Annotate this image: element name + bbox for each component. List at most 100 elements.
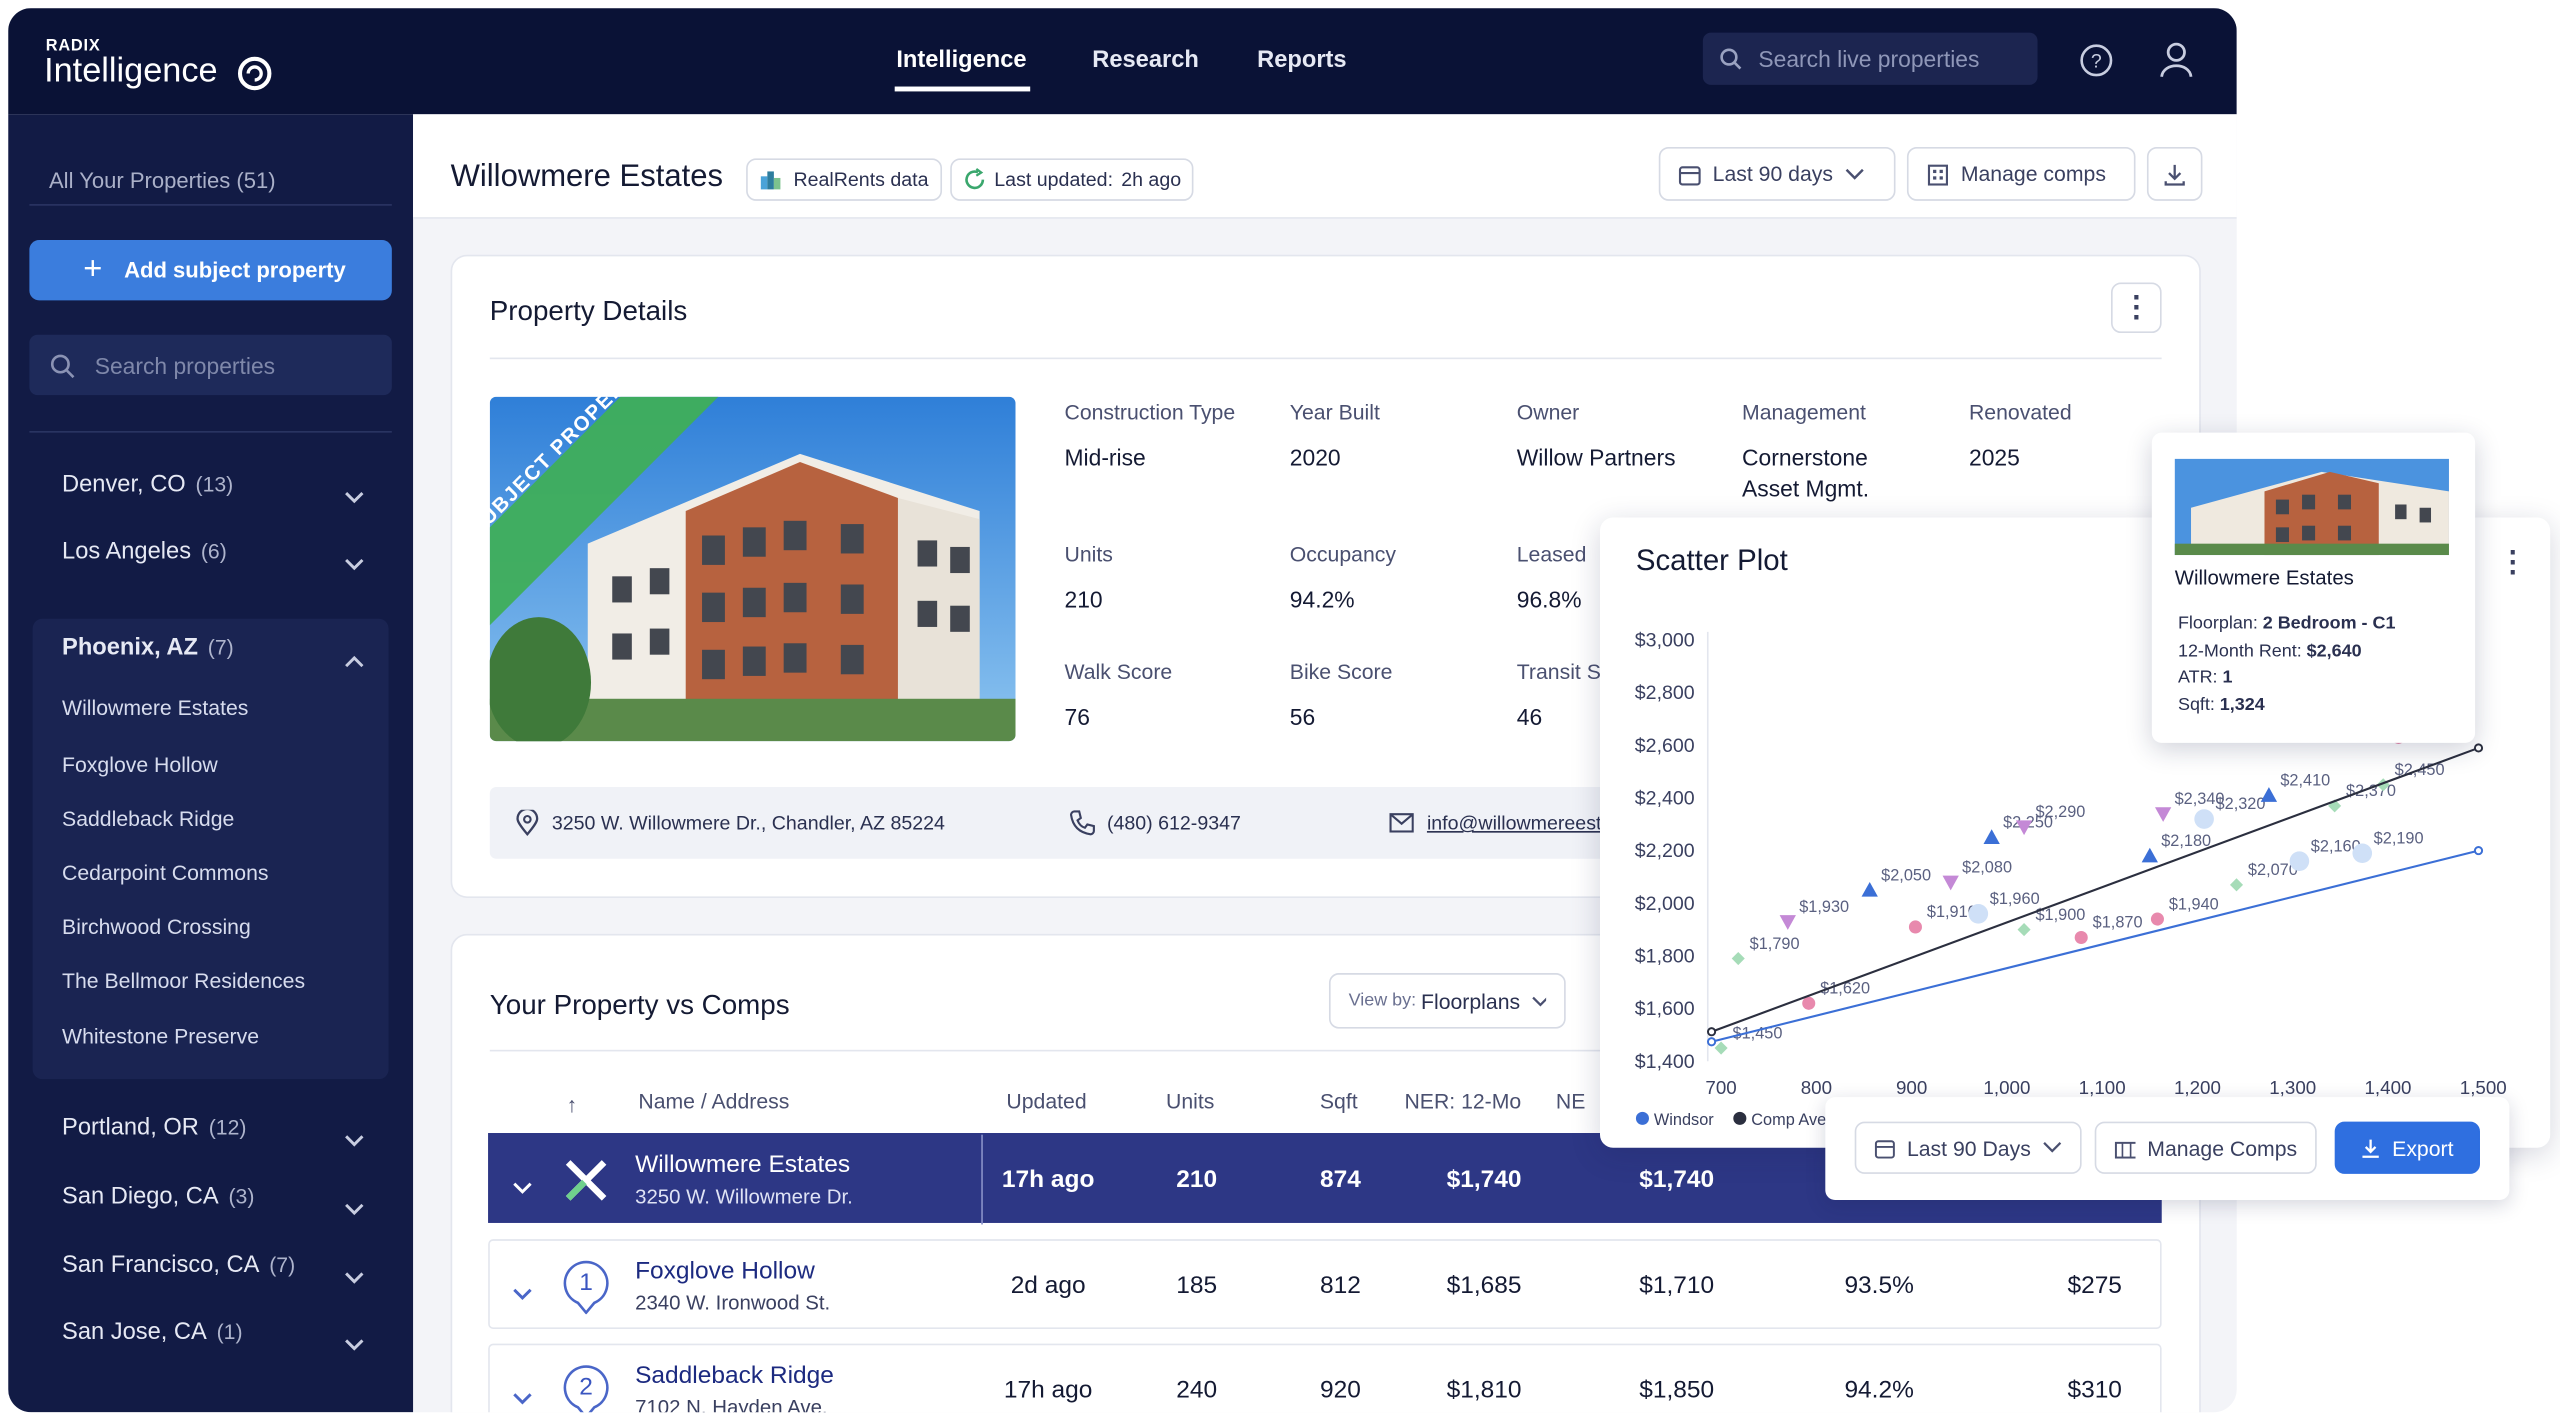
sort-icon[interactable]: ↑	[566, 1092, 578, 1117]
market[interactable]: Phoenix, AZ (7)	[62, 635, 234, 661]
manage-comps[interactable]: Manage comps	[1906, 146, 2136, 201]
chevron[interactable]	[344, 1264, 364, 1284]
point	[2376, 778, 2390, 792]
chevron	[1845, 168, 1864, 179]
column-header[interactable]: Name / Address	[638, 1088, 790, 1114]
market[interactable]: San Diego, CA (3)	[62, 1184, 254, 1210]
add-property-button[interactable]: + Add subject property	[29, 239, 392, 301]
user-icon[interactable]	[2158, 41, 2194, 80]
nav-link[interactable]: Intelligence	[896, 47, 1027, 74]
divider	[489, 357, 2162, 360]
market[interactable]: Denver, CO (13)	[62, 472, 233, 498]
sidebar-search[interactable]: Search properties	[29, 334, 392, 396]
point	[2017, 923, 2031, 937]
card-title: Your Property vs Comps	[489, 989, 790, 1021]
property-link[interactable]: Saddleback Ridge	[62, 806, 235, 832]
field-label: Bike Score	[1289, 659, 1393, 685]
chevron[interactable]	[344, 647, 364, 668]
email[interactable]: info@willowmereest	[1426, 811, 1602, 835]
manage-comps[interactable]: Manage Comps	[2094, 1121, 2317, 1174]
range-select[interactable]: Last 90 Days	[1854, 1121, 2082, 1174]
pin-icon	[516, 809, 539, 836]
nav-link[interactable]: Reports	[1257, 47, 1347, 74]
tooltip-label: ATR:	[2177, 668, 2218, 688]
row-cell: $1,740	[1639, 1165, 1715, 1194]
nav-link[interactable]: Research	[1092, 47, 1199, 74]
tooltip-photo	[2174, 458, 2449, 556]
row-name: Foxglove Hollow	[635, 1257, 815, 1285]
chevron[interactable]	[344, 1127, 364, 1147]
help-icon[interactable]: ?	[2078, 42, 2114, 78]
point	[2141, 847, 2158, 863]
line-end	[2473, 846, 2484, 856]
row-cell: 240	[1176, 1376, 1218, 1405]
scatter-panel: Scatter Plot ⋮ $1,400 $1,600 $1,800 $2,000 $…	[1599, 517, 2551, 1148]
chevron[interactable]	[344, 1195, 364, 1216]
x-tick-label: 700	[1705, 1077, 1736, 1098]
property-link[interactable]: Cedarpoint Commons	[62, 860, 269, 885]
address: 3250 W. Willowmere Dr., Chandler, AZ 852…	[551, 811, 945, 835]
property-link[interactable]: Birchwood Crossing	[62, 914, 251, 939]
property-link[interactable]: Whitestone Preserve	[62, 1023, 260, 1049]
x-tick-label: 1,100	[2079, 1077, 2126, 1098]
row-address: 2340 W. Ironwood St.	[635, 1291, 831, 1315]
market[interactable]: Los Angeles (6)	[62, 539, 227, 565]
chevron[interactable]	[344, 1331, 364, 1351]
brand-small: RADIX	[45, 37, 101, 56]
point-label: $1,910	[1927, 903, 1977, 921]
updated-badge: Last updated: 2h ago	[950, 158, 1195, 201]
point	[2260, 787, 2278, 802]
point	[2328, 799, 2342, 813]
chevron[interactable]	[513, 1174, 533, 1194]
point-label: $2,190	[2374, 829, 2424, 847]
export-button[interactable]: Export	[2334, 1121, 2480, 1174]
tooltip-label: Floorplan:	[2177, 613, 2258, 634]
market[interactable]: San Jose, CA (1)	[62, 1319, 243, 1345]
point	[1908, 920, 1922, 934]
kebab-menu[interactable]: ⋮	[2111, 282, 2162, 334]
point	[1968, 904, 1989, 924]
table-row[interactable]: 1 Foxglove Hollow 2340 W. Ironwood St. 2d a…	[488, 1239, 2162, 1329]
row-cell: $1,810	[1446, 1376, 1522, 1405]
line-end	[1706, 1027, 1717, 1037]
point	[1731, 952, 1745, 966]
market[interactable]: Portland, OR (12)	[62, 1115, 246, 1141]
download-button[interactable]	[2146, 146, 2203, 201]
table-row[interactable]: 2 Saddleback Ridge 7102 N. Hayden Ave. 17h …	[488, 1343, 2162, 1413]
row-address: 3250 W. Willowmere Dr.	[635, 1185, 853, 1209]
point-label: $1,790	[1750, 935, 1800, 953]
active-underline	[894, 86, 1031, 92]
refresh-icon	[965, 168, 985, 190]
divider	[489, 1049, 2162, 1052]
live-search[interactable]: Search live properties	[1702, 32, 2038, 85]
mail-icon	[1389, 813, 1414, 833]
point-label: $2,180	[2161, 832, 2211, 850]
chevron[interactable]	[513, 1384, 533, 1405]
field-value: 2020	[1289, 444, 1341, 471]
property-link[interactable]: Foxglove Hollow	[62, 752, 218, 778]
kebab-menu[interactable]: ⋮	[2498, 545, 2527, 578]
manage-label: Manage Comps	[2147, 1135, 2298, 1160]
field-label: Leased	[1516, 542, 1587, 567]
chevron[interactable]	[344, 483, 364, 504]
market[interactable]: San Francisco, CA (7)	[62, 1252, 295, 1278]
all-properties[interactable]: All Your Properties (51)	[48, 168, 276, 193]
row-cell: $1,710	[1639, 1271, 1715, 1300]
point-label: $1,870	[2093, 914, 2143, 932]
range-select[interactable]: Last 90 days	[1658, 146, 1896, 201]
phone-icon	[1069, 810, 1095, 836]
chevron[interactable]	[513, 1280, 533, 1301]
tooltip-row: Floorplan: 2 Bedroom - C1	[2178, 614, 2396, 634]
chevron[interactable]	[344, 550, 364, 571]
view-by-select[interactable]: View by: Floorplans	[1328, 973, 1566, 1029]
row-cell: 93.5%	[1844, 1271, 1914, 1300]
y-tick-label: $2,400	[1635, 787, 1695, 809]
row-name: Willowmere Estates	[635, 1151, 851, 1179]
row-cell: 17h ago	[1001, 1165, 1095, 1194]
market-name: Portland, OR	[62, 1115, 199, 1142]
point-label: $1,960	[1990, 890, 2040, 908]
row-cell: 185	[1176, 1271, 1218, 1300]
property-link[interactable]: The Bellmoor Residences	[62, 968, 306, 993]
property-link[interactable]: Willowmere Estates	[62, 695, 249, 720]
point	[2352, 843, 2373, 864]
